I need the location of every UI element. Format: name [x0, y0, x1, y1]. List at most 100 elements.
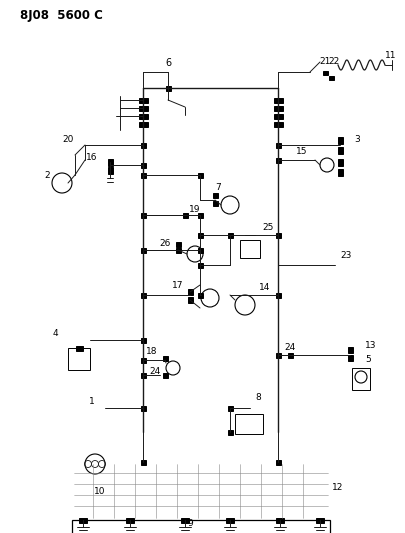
Circle shape [355, 371, 367, 383]
Bar [141, 373, 145, 377]
Bar [175, 247, 181, 253]
Circle shape [320, 158, 334, 172]
Bar [352, 368, 370, 390]
Bar [213, 192, 217, 198]
Text: 20: 20 [62, 135, 74, 144]
Bar [273, 122, 283, 126]
Text: 5: 5 [365, 356, 371, 365]
Text: 22: 22 [328, 56, 340, 66]
Bar [75, 345, 83, 351]
Text: 12: 12 [333, 483, 344, 492]
Circle shape [187, 246, 203, 262]
Bar [228, 406, 232, 410]
Circle shape [85, 454, 105, 474]
Bar [322, 71, 328, 75]
Text: 9: 9 [187, 519, 193, 528]
Bar [188, 297, 192, 303]
Bar [228, 430, 232, 434]
Bar [337, 136, 343, 143]
Bar [198, 232, 202, 238]
Bar [316, 518, 324, 522]
Circle shape [235, 295, 255, 315]
Bar [198, 213, 202, 217]
Bar [337, 168, 343, 175]
Bar [198, 247, 202, 253]
Bar [276, 518, 284, 522]
Bar [141, 337, 145, 343]
Circle shape [201, 289, 219, 307]
Text: 24: 24 [284, 343, 296, 352]
Bar [141, 163, 145, 167]
Bar [347, 347, 352, 353]
Text: 21: 21 [319, 56, 331, 66]
Text: 18: 18 [146, 348, 158, 357]
Bar [188, 289, 192, 295]
Bar [175, 241, 181, 246]
Bar [141, 406, 145, 410]
Bar [107, 166, 113, 174]
Text: 1: 1 [89, 398, 95, 407]
Text: 7: 7 [215, 183, 221, 192]
Bar [275, 459, 281, 464]
Bar [213, 200, 217, 206]
Bar [68, 348, 90, 370]
Bar [275, 352, 281, 358]
Text: 4: 4 [52, 328, 58, 337]
Bar [198, 293, 202, 297]
Bar [181, 518, 189, 522]
Bar [141, 358, 145, 362]
Bar [139, 106, 147, 110]
Bar [337, 147, 343, 154]
Circle shape [166, 361, 180, 375]
Bar [141, 173, 145, 177]
Text: 8: 8 [255, 393, 261, 402]
Text: 3: 3 [354, 135, 360, 144]
Bar [226, 518, 234, 522]
Text: 15: 15 [296, 148, 308, 157]
Bar [198, 262, 202, 268]
Bar [273, 98, 283, 102]
Bar [198, 173, 202, 177]
Text: 16: 16 [86, 154, 98, 163]
Text: 14: 14 [259, 284, 271, 293]
Bar [235, 414, 263, 434]
Bar [273, 106, 283, 110]
Bar [139, 98, 147, 102]
Bar [141, 247, 145, 253]
Bar [79, 518, 87, 522]
Bar [107, 158, 113, 166]
Bar [275, 157, 281, 163]
Bar [337, 158, 343, 166]
Bar [328, 76, 333, 80]
Bar [273, 114, 283, 118]
Text: 13: 13 [365, 341, 377, 350]
Text: 19: 19 [189, 206, 201, 214]
Bar [162, 373, 168, 377]
Text: 11: 11 [385, 52, 397, 61]
Text: 23: 23 [340, 251, 352, 260]
Bar [141, 213, 145, 217]
Circle shape [221, 196, 239, 214]
Bar [139, 114, 147, 118]
Bar [141, 459, 145, 464]
Bar [126, 518, 134, 522]
Text: 10: 10 [94, 487, 106, 496]
Bar [347, 355, 352, 361]
Bar [162, 356, 168, 360]
Text: 17: 17 [172, 281, 184, 290]
Bar [275, 142, 281, 148]
Bar [139, 122, 147, 126]
Bar [228, 232, 232, 238]
Text: 25: 25 [262, 223, 274, 232]
Bar [275, 232, 281, 238]
Text: 26: 26 [159, 239, 171, 248]
Bar [183, 213, 188, 217]
Text: 6: 6 [165, 58, 171, 68]
Bar [72, 520, 330, 533]
Text: 24: 24 [149, 367, 161, 376]
Bar [275, 293, 281, 297]
Bar [141, 293, 145, 297]
Text: 2: 2 [44, 171, 50, 180]
Bar [166, 85, 171, 91]
Bar [288, 352, 292, 358]
